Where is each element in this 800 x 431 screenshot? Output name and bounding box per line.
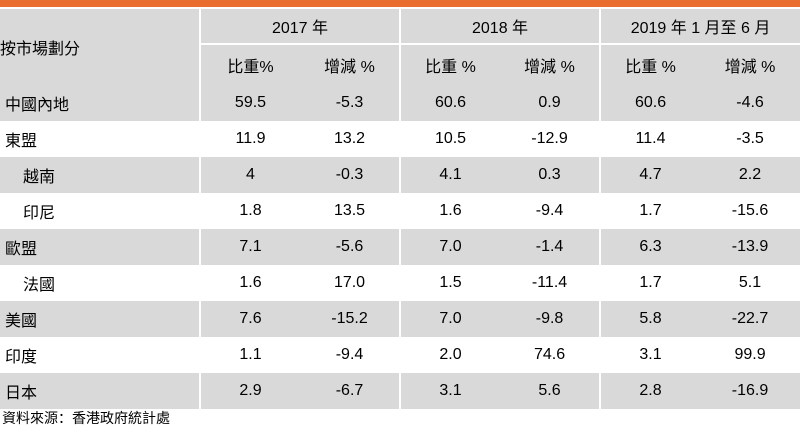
- share-value: 1.1: [199, 337, 300, 373]
- share-value: 60.6: [599, 85, 701, 121]
- table-row: 東盟 11.9 13.2 10.5 -12.9 11.4 -3.5: [0, 121, 800, 157]
- market-name: 印度: [5, 349, 38, 366]
- change-value: -9.4: [535, 202, 564, 219]
- market-name: 美國: [0, 301, 200, 337]
- market-name: 印尼: [23, 205, 56, 222]
- market-share-table: 按市場劃分 2017 年 2018 年 2019 年 1 月至 6 月 比重% …: [0, 9, 800, 409]
- share-value: 4: [199, 157, 300, 193]
- share-value: 11.9: [199, 121, 300, 157]
- share-value: 3.1: [599, 337, 701, 373]
- share-value: 11.4: [599, 121, 701, 157]
- table-row: 印尼 1.8 13.5 1.6 -9.4 1.7 -15.6: [0, 193, 800, 229]
- change-value: -3.5: [736, 130, 764, 147]
- change-value: 13.2: [333, 130, 366, 147]
- share-value: 59.5: [199, 85, 300, 121]
- change-value: 74.6: [533, 346, 566, 363]
- change-value: 5.6: [500, 373, 601, 409]
- change-header: 增減 %: [500, 44, 601, 85]
- market-name: 東盟: [5, 133, 38, 150]
- change-value: -13.9: [700, 229, 800, 265]
- table-row: 歐盟 7.1 -5.6 7.0 -1.4 6.3 -13.9: [0, 229, 800, 265]
- table-row: 越南 4 -0.3 4.1 0.3 4.7 2.2: [0, 157, 800, 193]
- change-value: -11.4: [531, 274, 568, 291]
- change-value: -9.4: [335, 346, 364, 363]
- share-header: 比重 %: [599, 44, 701, 85]
- change-value: -5.3: [300, 85, 401, 121]
- year-header-2018: 2018 年: [399, 9, 601, 45]
- change-value: 5.1: [738, 274, 762, 291]
- share-value: 2.0: [399, 337, 501, 373]
- share-value: 1.8: [199, 193, 300, 229]
- market-name: 日本: [0, 373, 200, 409]
- change-value: -1.4: [500, 229, 601, 265]
- share-value: 7.6: [199, 301, 300, 337]
- change-value: -0.3: [300, 157, 401, 193]
- share-value: 4.7: [599, 157, 701, 193]
- share-header: 比重 %: [399, 44, 501, 85]
- change-value: -5.6: [300, 229, 401, 265]
- source-note: 資料來源：香港政府統計處: [2, 410, 170, 426]
- year-header-2019h1: 2019 年 1 月至 6 月: [599, 9, 800, 45]
- share-value: 1.7: [599, 193, 701, 229]
- share-header: 比重%: [199, 44, 300, 85]
- share-value: 5.8: [599, 301, 701, 337]
- table-row: 印度 1.1 -9.4 2.0 74.6 3.1 99.9: [0, 337, 800, 373]
- share-value: 4.1: [399, 157, 501, 193]
- market-name: 中國內地: [0, 85, 200, 121]
- change-value: -4.6: [700, 85, 800, 121]
- share-value: 1.5: [399, 265, 501, 301]
- share-value: 7.1: [199, 229, 300, 265]
- table-row: 日本 2.9 -6.7 3.1 5.6 2.8 -16.9: [0, 373, 800, 409]
- market-name: 歐盟: [0, 229, 200, 265]
- header-row-metrics: 比重% 增減 % 比重 % 增減 % 比重 % 增減 %: [0, 44, 800, 85]
- change-value: -9.8: [500, 301, 601, 337]
- share-value: 10.5: [399, 121, 501, 157]
- year-header-2017: 2017 年: [198, 9, 401, 45]
- market-name: 法國: [23, 277, 56, 294]
- change-header: 增減 %: [300, 44, 401, 85]
- header-row-years: 按市場劃分 2017 年 2018 年 2019 年 1 月至 6 月: [0, 9, 800, 85]
- change-value: 17.0: [333, 274, 366, 291]
- change-header: 增減 %: [700, 44, 800, 85]
- change-value: -12.9: [531, 130, 568, 147]
- share-value: 7.0: [399, 301, 501, 337]
- share-value: 7.0: [399, 229, 501, 265]
- change-value: -15.6: [731, 202, 769, 219]
- change-value: 0.3: [500, 157, 601, 193]
- change-value: -15.2: [300, 301, 401, 337]
- share-value: 2.8: [599, 373, 701, 409]
- change-value: 0.9: [500, 85, 601, 121]
- share-value: 1.6: [399, 193, 501, 229]
- share-value: 2.9: [199, 373, 300, 409]
- change-value: -22.7: [700, 301, 800, 337]
- share-value: 60.6: [399, 85, 501, 121]
- change-value: 2.2: [700, 157, 800, 193]
- market-name: 越南: [0, 157, 200, 193]
- share-value: 6.3: [599, 229, 701, 265]
- share-value: 3.1: [399, 373, 501, 409]
- change-value: -16.9: [700, 373, 800, 409]
- table-row: 中國內地 59.5 -5.3 60.6 0.9 60.6 -4.6: [0, 85, 800, 121]
- market-column-header: 按市場劃分: [0, 9, 200, 85]
- change-value: -6.7: [300, 373, 401, 409]
- accent-bar: [0, 0, 800, 7]
- table-row: 法國 1.6 17.0 1.5 -11.4 1.7 5.1: [0, 265, 800, 301]
- table-row: 美國 7.6 -15.2 7.0 -9.8 5.8 -22.7: [0, 301, 800, 337]
- share-value: 1.6: [199, 265, 300, 301]
- share-value: 1.7: [599, 265, 701, 301]
- change-value: 13.5: [333, 202, 366, 219]
- change-value: 99.9: [734, 346, 766, 363]
